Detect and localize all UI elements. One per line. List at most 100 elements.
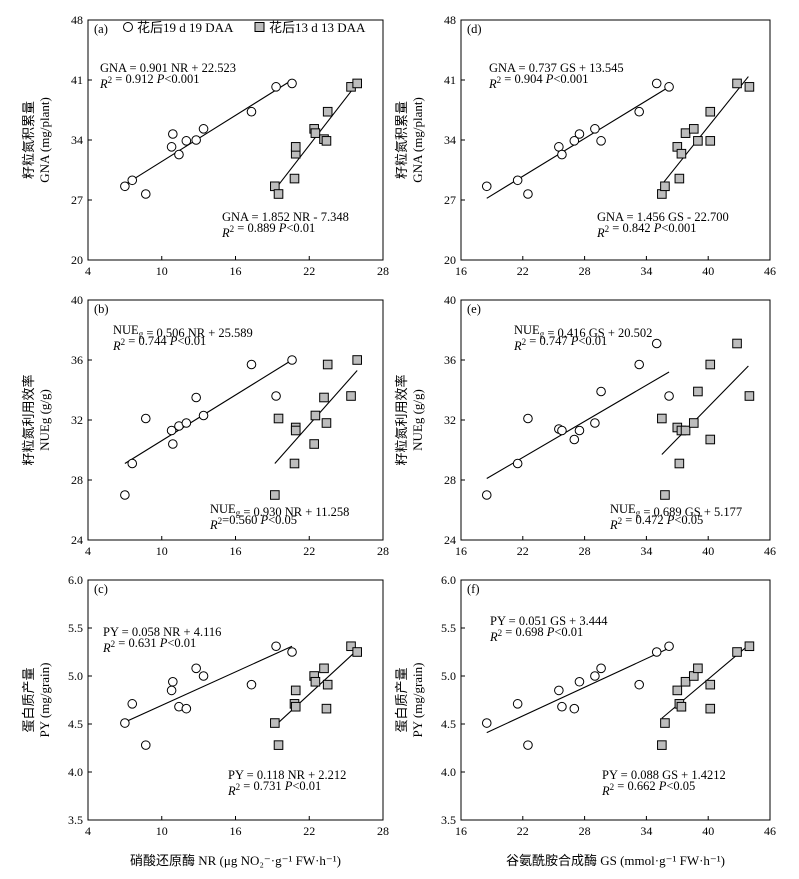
fit-line-square xyxy=(661,76,749,185)
data-point-circle xyxy=(168,676,178,687)
data-point-square xyxy=(688,418,699,428)
x-tick-label: 46 xyxy=(764,824,776,838)
y-axis-label-en: NUEg (g/g) xyxy=(410,389,425,451)
data-point-square xyxy=(676,701,687,712)
x-tick-label: 16 xyxy=(230,824,242,838)
y-axis-label-en: GNA (mg/plant) xyxy=(37,97,52,183)
data-point-square xyxy=(676,148,687,159)
data-point-circle xyxy=(569,434,580,445)
data-point-circle xyxy=(557,701,567,712)
data-point-square xyxy=(744,82,755,92)
data-point-square xyxy=(744,641,755,652)
x-tick-label: 28 xyxy=(377,544,389,558)
data-point-circle xyxy=(246,359,257,370)
data-point-square xyxy=(705,359,716,370)
y-axis-label-en: GNA (mg/plant) xyxy=(410,97,425,183)
data-point-square xyxy=(322,679,333,690)
data-point-square xyxy=(289,458,300,469)
x-tick-label: 10 xyxy=(156,544,168,558)
y-tick-label: 34 xyxy=(444,133,456,147)
equation-line1: PY = 0.058 NR + 4.116 xyxy=(103,625,221,639)
data-point-square xyxy=(705,136,716,146)
data-point-square xyxy=(319,663,329,674)
data-point-circle xyxy=(596,386,606,397)
data-point-square xyxy=(732,78,742,89)
panel-c: 4 10 16 22 28 3.5 4.0 4.5 5.0 5.5 6.0 (c) 蛋白质产量 PY (m… xyxy=(21,573,389,868)
fit-line-square xyxy=(661,365,749,455)
y-tick-label: 48 xyxy=(444,13,456,27)
data-point-circle xyxy=(120,181,130,192)
equation-line2: R2=0.560 P<0.05 xyxy=(209,513,297,532)
data-point-circle xyxy=(651,338,662,349)
panel-label: (c) xyxy=(94,582,108,596)
data-point-circle xyxy=(166,685,177,696)
fit-line-circle xyxy=(124,645,293,723)
y-tick-label: 27 xyxy=(444,193,456,207)
y-tick-label: 5.0 xyxy=(441,669,456,683)
data-point-circle xyxy=(481,490,492,500)
data-point-square xyxy=(346,641,356,652)
equation-line1: GNA = 0.737 GS + 13.545 xyxy=(489,61,624,75)
data-point-circle xyxy=(634,679,644,690)
data-point-circle xyxy=(512,699,523,709)
data-point-square xyxy=(310,128,321,138)
data-point-square xyxy=(680,425,691,436)
data-point-square xyxy=(352,355,362,365)
data-point-square xyxy=(270,718,280,728)
data-point-circle xyxy=(198,410,209,421)
y-axis-label-en: PY (mg/grain) xyxy=(410,663,425,738)
equation-line2: R2 = 0.631 P<0.01 xyxy=(102,636,196,655)
data-point-square xyxy=(290,425,301,436)
fit-line-circle xyxy=(124,359,293,464)
legend-label-19daa: 花后19 d 19 DAA xyxy=(137,20,234,35)
data-point-square xyxy=(657,740,667,750)
data-point-square xyxy=(693,136,703,146)
data-point-square xyxy=(322,359,333,370)
fit-line-square xyxy=(274,649,358,727)
data-point-circle xyxy=(140,413,151,424)
data-point-square xyxy=(680,676,691,687)
data-point-circle xyxy=(191,135,201,145)
data-point-circle xyxy=(569,136,580,146)
data-point-circle xyxy=(168,129,178,139)
data-point-circle xyxy=(246,106,257,117)
data-point-circle xyxy=(574,676,585,687)
y-tick-label: 41 xyxy=(71,73,83,87)
data-point-circle xyxy=(554,685,564,696)
x-tick-label: 46 xyxy=(764,544,776,558)
panel-label: (d) xyxy=(467,22,482,36)
legend-circle-marker xyxy=(123,22,133,32)
data-point-square xyxy=(310,410,321,421)
y-tick-label: 40 xyxy=(71,293,83,307)
data-point-circle xyxy=(574,425,585,436)
data-point-circle xyxy=(181,703,192,714)
data-point-circle xyxy=(634,359,644,370)
x-tick-label: 22 xyxy=(517,264,529,278)
panel-label: (f) xyxy=(467,582,480,596)
x-tick-label: 34 xyxy=(640,824,652,838)
data-point-circle xyxy=(523,189,533,199)
legend-label-13daa: 花后13 d 13 DAA xyxy=(269,20,366,35)
x-tick-label: 16 xyxy=(455,544,467,558)
data-point-square xyxy=(270,490,280,500)
data-point-square xyxy=(672,685,683,696)
data-point-circle xyxy=(287,355,297,365)
data-point-circle xyxy=(590,418,600,428)
data-point-circle xyxy=(140,189,151,199)
x-tick-label: 22 xyxy=(303,264,315,278)
y-tick-label: 4.0 xyxy=(68,765,83,779)
data-point-circle xyxy=(596,663,606,674)
data-point-circle xyxy=(166,142,177,152)
x-tick-label: 40 xyxy=(702,824,714,838)
equation-line2: R2 = 0.904 P<0.001 xyxy=(488,72,589,91)
y-tick-label: 48 xyxy=(71,13,83,27)
data-point-square xyxy=(309,439,319,449)
data-point-circle xyxy=(557,149,567,160)
y-tick-label: 5.5 xyxy=(68,621,83,635)
data-point-square xyxy=(744,391,755,401)
equation-line1: NUEg = 0.930 NR + 11.258 xyxy=(210,502,349,519)
x-tick-label: 10 xyxy=(156,264,168,278)
equation-line2: R2 = 0.889 P<0.01 xyxy=(221,221,315,240)
data-point-circle xyxy=(198,124,209,134)
data-point-circle xyxy=(574,129,585,139)
